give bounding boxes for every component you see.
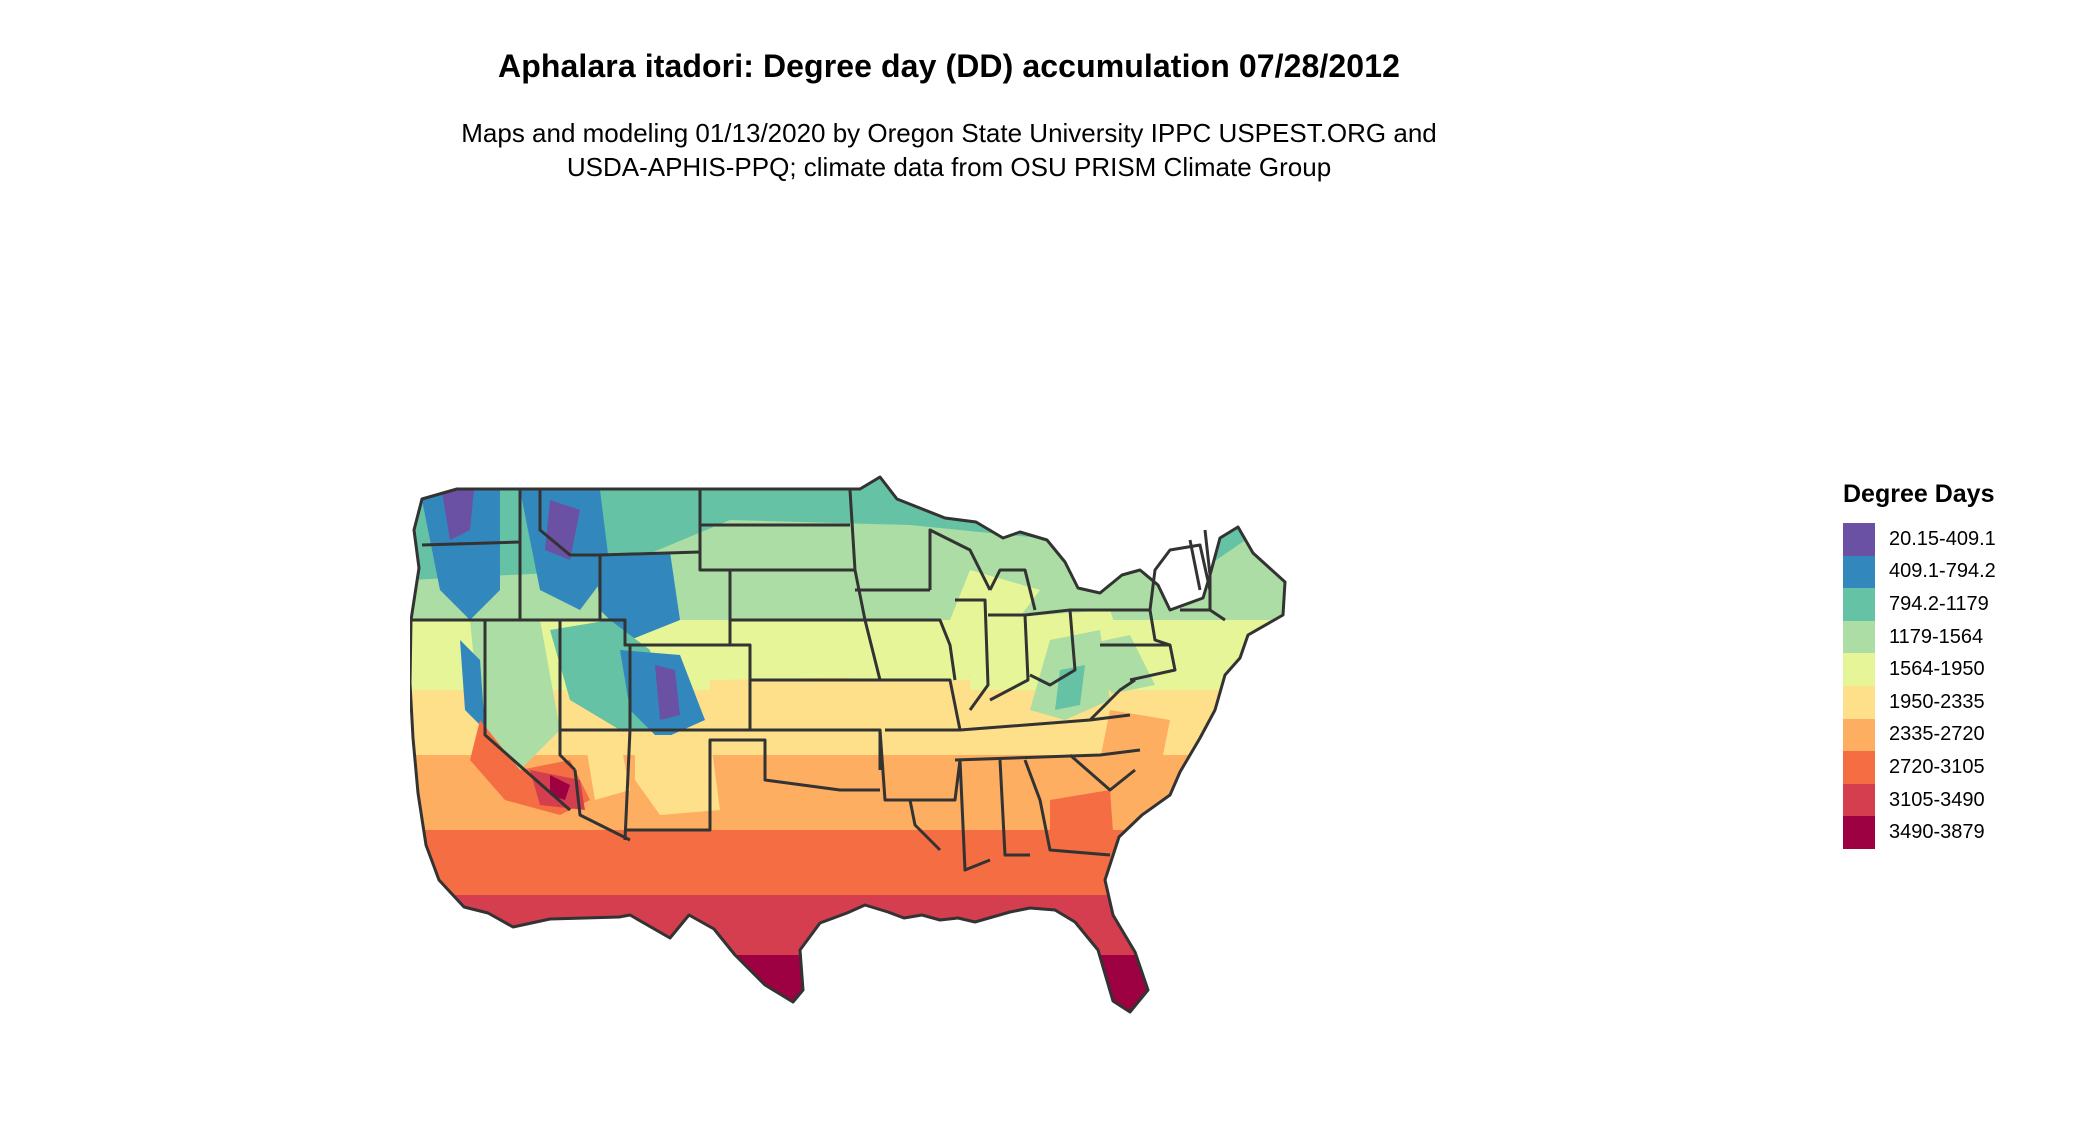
legend-swatch: [1843, 718, 1875, 752]
legend-swatch: [1843, 653, 1875, 686]
legend-swatch: [1843, 523, 1875, 556]
legend-label: 3490-3879: [1889, 821, 1985, 844]
map-legend: Degree Days 20.15-409.1 409.1-794.2 794.…: [1843, 480, 1996, 849]
legend-item: 2335-2720: [1843, 718, 1996, 752]
legend-item: 20.15-409.1: [1843, 523, 1996, 556]
legend-swatch: [1843, 555, 1875, 589]
legend-label: 794.2-1179: [1889, 592, 1989, 615]
legend-swatch: [1843, 816, 1875, 849]
map-subtitle-line-2: USDA-APHIS-PPQ; climate data from OSU PR…: [566, 152, 1332, 182]
legend-item: 1564-1950: [1843, 653, 1996, 686]
legend-label: 20.15-409.1: [1889, 527, 1996, 550]
legend-swatch: [1843, 620, 1875, 654]
legend-label: 1179-1564: [1889, 625, 1984, 648]
legend-swatch: [1843, 685, 1875, 719]
map-title: Aphalara itadori: Degree day (DD) accumu…: [497, 48, 1400, 84]
legend-swatch: [1843, 588, 1875, 621]
legend-item: 1950-2335: [1843, 685, 1996, 719]
legend-classes: 20.15-409.1 409.1-794.2 794.2-1179 1179-…: [1843, 523, 1996, 849]
legend-swatch: [1843, 751, 1875, 784]
legend-label: 1564-1950: [1889, 658, 1985, 681]
us-degree-day-map: [410, 475, 1287, 1014]
legend-swatch: [1843, 783, 1875, 817]
legend-title: Degree Days: [1843, 480, 1995, 508]
legend-label: 1950-2335: [1889, 690, 1985, 713]
legend-item: 3105-3490: [1843, 783, 1996, 817]
legend-label: 409.1-794.2: [1889, 560, 1996, 583]
legend-item: 794.2-1179: [1843, 588, 1996, 621]
legend-item: 409.1-794.2: [1843, 555, 1996, 589]
legend-label: 2335-2720: [1889, 723, 1985, 746]
legend-item: 1179-1564: [1843, 620, 1996, 654]
legend-label: 2720-3105: [1889, 755, 1985, 778]
legend-item: 3490-3879: [1843, 816, 1996, 849]
legend-item: 2720-3105: [1843, 751, 1996, 784]
legend-label: 3105-3490: [1889, 788, 1985, 811]
map-subtitle-line-1: Maps and modeling 01/13/2020 by Oregon S…: [461, 118, 1437, 148]
